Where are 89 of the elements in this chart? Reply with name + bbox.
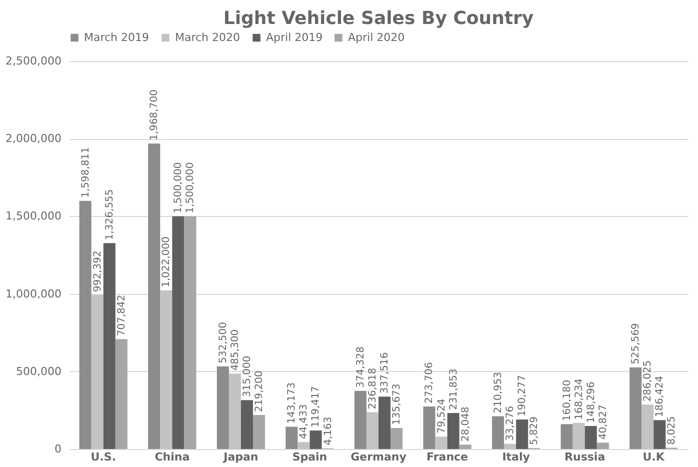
data-label: 8,025 [666, 416, 678, 445]
data-label: 374,328 [355, 346, 366, 388]
data-label: 231,853 [448, 368, 460, 410]
y-tick-label: 0 [54, 442, 62, 456]
data-label: 4,163 [322, 416, 334, 446]
x-tick-label: U.K [642, 450, 665, 464]
x-tick-label: China [154, 450, 190, 464]
data-label: 485,300 [230, 329, 241, 371]
bar [378, 396, 391, 449]
data-label: 273,706 [424, 362, 436, 404]
data-label: 160,180 [562, 380, 573, 422]
data-label: 28,048 [460, 406, 472, 442]
data-label: 337,516 [380, 352, 391, 394]
y-tick-label: 500,000 [16, 364, 62, 378]
bar [654, 420, 666, 449]
bar [390, 428, 403, 449]
bar [423, 406, 436, 449]
x-tick-label: Italy [502, 450, 530, 464]
data-label: 525,569 [630, 323, 642, 364]
data-label: 1,968,700 [149, 90, 160, 140]
bar [172, 216, 184, 449]
bar [240, 400, 253, 449]
data-label: 5,829 [529, 416, 540, 446]
data-label: 532,500 [218, 322, 229, 364]
bar [584, 426, 597, 449]
bar [642, 404, 654, 449]
bar [596, 442, 609, 449]
data-label: 1,500,000 [173, 162, 184, 214]
data-label: 286,025 [642, 360, 654, 402]
x-tick-label: U.S. [90, 450, 116, 464]
data-label: 168,234 [574, 378, 585, 420]
bar [286, 426, 298, 449]
bar [103, 243, 116, 449]
y-tick-label: 2,500,000 [6, 54, 62, 68]
bar [572, 422, 585, 449]
x-tick-label: France [426, 450, 468, 464]
data-label: 315,000 [242, 356, 253, 398]
chart-title: Light Vehicle Sales By Country [223, 8, 534, 29]
bar [516, 419, 528, 449]
bar [184, 216, 196, 449]
bar [91, 294, 104, 449]
data-label: 33,276 [505, 406, 516, 441]
bar [447, 413, 460, 449]
legend-label: March 2019 [84, 30, 150, 44]
bar [366, 412, 378, 449]
bar [160, 290, 172, 449]
data-label: 119,417 [310, 386, 322, 428]
data-label: 40,827 [598, 404, 609, 440]
bar [298, 442, 310, 449]
x-tick-label: Germany [350, 450, 406, 464]
data-label: 1,500,000 [185, 162, 196, 214]
bar [216, 366, 229, 449]
legend-label: March 2020 [175, 30, 240, 44]
data-label: 44,433 [298, 404, 310, 440]
bar [310, 430, 322, 449]
bar [560, 424, 573, 449]
y-tick-label: 1,000,000 [6, 287, 62, 300]
bar [252, 414, 266, 449]
data-label: 219,200 [254, 370, 265, 412]
data-label: 79,524 [436, 398, 448, 434]
data-label: 143,173 [286, 382, 298, 424]
x-tick-label: Russia [564, 450, 606, 464]
legend-label: April 2020 [348, 30, 405, 44]
data-label: 190,277 [517, 375, 528, 416]
data-label: 210,953 [493, 372, 504, 414]
bar [115, 339, 128, 449]
bar [354, 390, 366, 449]
data-label: 1,598,811 [80, 146, 92, 198]
legend-label: April 2019 [266, 30, 323, 44]
data-label: 148,296 [586, 382, 597, 423]
data-label: 992,392 [92, 250, 104, 292]
data-label: 186,424 [654, 376, 666, 418]
bar [79, 200, 92, 449]
data-label: 707,842 [116, 294, 128, 336]
bar [492, 416, 504, 449]
y-tick-label: 2,000,000 [6, 132, 62, 146]
x-tick-label: Spain [292, 450, 328, 464]
x-tick-label: Japan [222, 450, 258, 464]
bar [504, 444, 516, 449]
bar [435, 436, 448, 449]
bar [459, 444, 472, 449]
data-label: 1,326,555 [104, 189, 116, 240]
data-label: 1,022,000 [161, 236, 172, 288]
bar [148, 143, 160, 449]
bar [630, 367, 642, 449]
data-label: 236,818 [367, 368, 378, 410]
y-tick-label: 1,500,000 [6, 210, 62, 223]
data-label: 135,673 [392, 384, 403, 425]
bar [228, 374, 241, 449]
